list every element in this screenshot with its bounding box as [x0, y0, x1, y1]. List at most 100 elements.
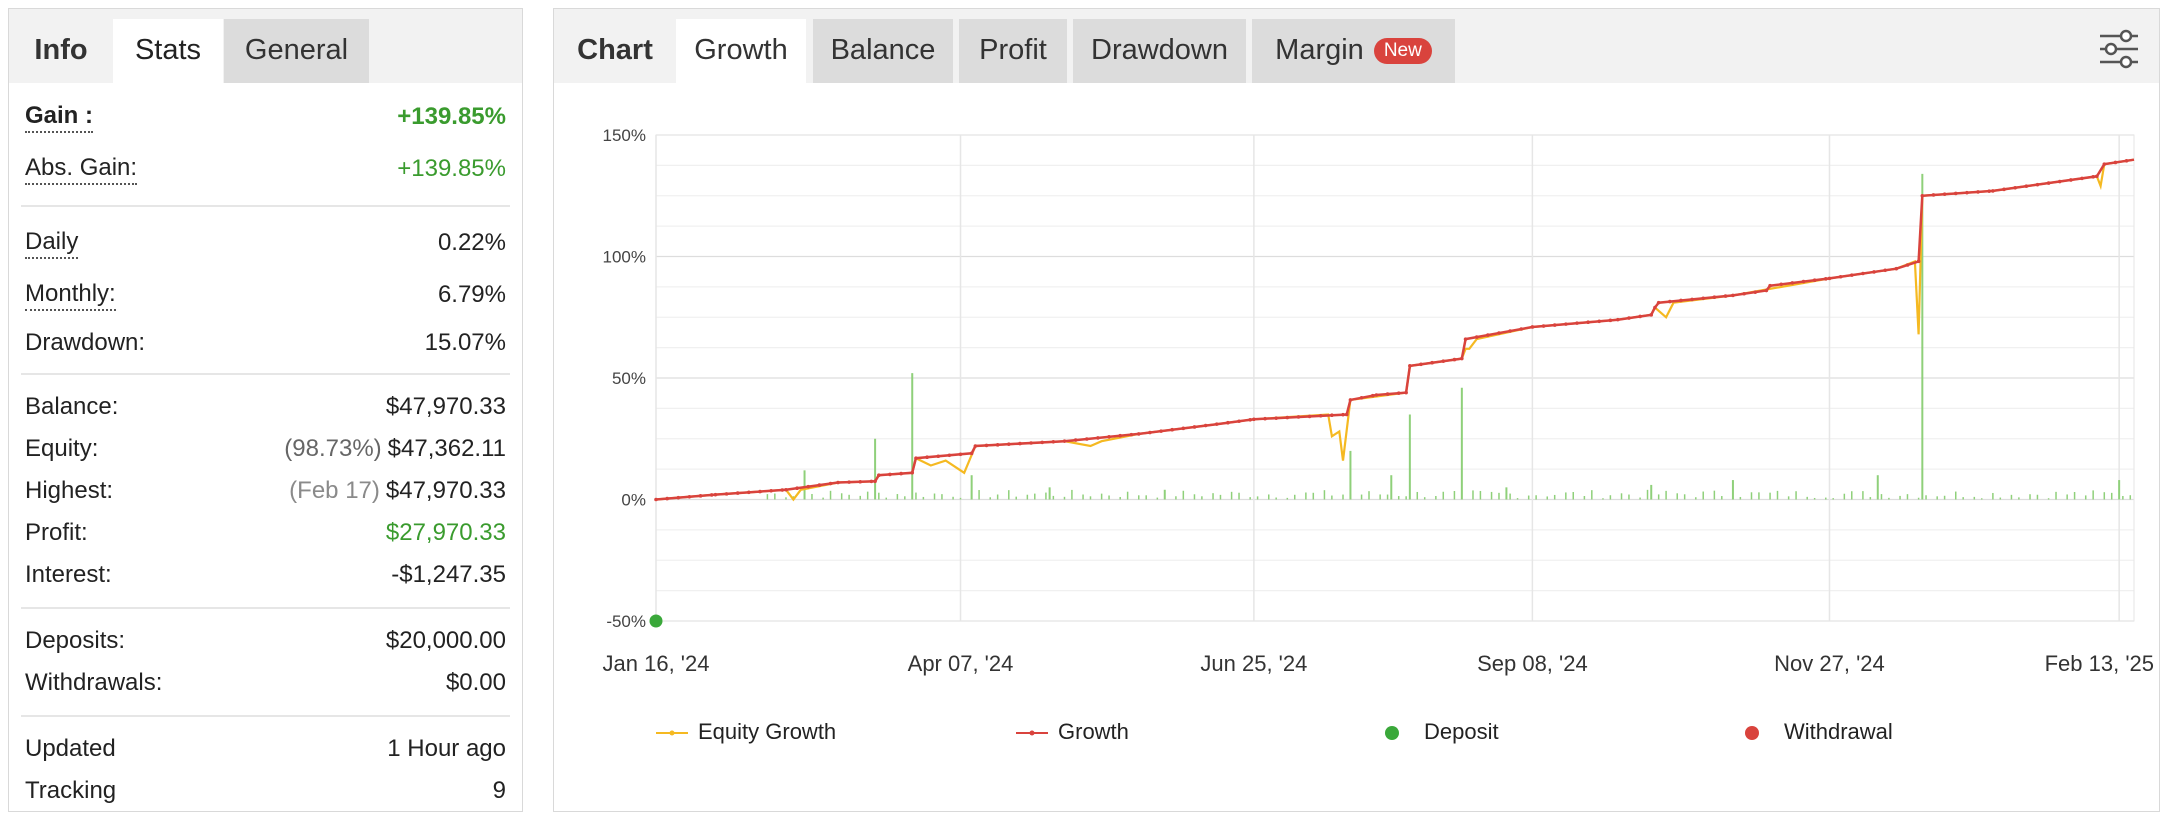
growth-point: [1931, 193, 1936, 197]
growth-point: [1649, 313, 1654, 317]
growth-point: [1508, 329, 1512, 333]
growth-point: [1849, 273, 1854, 277]
tab-chart[interactable]: Chart: [577, 34, 653, 66]
plot-border: [655, 134, 2135, 622]
legend-withdrawal[interactable]: Withdrawal: [1744, 714, 1893, 750]
growth-point: [713, 492, 718, 497]
equity-label: Equity:: [25, 435, 99, 462]
tab-stats[interactable]: Stats: [113, 19, 223, 83]
growth-point: [1564, 322, 1568, 326]
equity-line-icon: [656, 730, 688, 736]
growth-point: [1731, 293, 1735, 298]
growth-point: [2113, 160, 2118, 165]
equity-percent: (98.73%): [284, 435, 382, 462]
divider: [21, 373, 510, 375]
y-tick-label: -50%: [606, 612, 646, 631]
highest-label: Highest:: [25, 477, 114, 504]
growth-point: [1285, 415, 1290, 420]
growth-point: [1608, 318, 1613, 323]
x-tick-label: Nov 27, '24: [1774, 651, 1885, 676]
growth-point: [1192, 425, 1197, 429]
growth-point: [1519, 327, 1524, 331]
growth-point: [1051, 439, 1056, 444]
growth-point: [958, 452, 963, 457]
y-tick-label: 100%: [603, 248, 646, 267]
growth-point: [1237, 419, 1241, 424]
growth-point: [1905, 263, 1910, 267]
growth-point: [1942, 192, 1947, 197]
tab-profit[interactable]: Profit: [959, 19, 1067, 83]
growth-point: [758, 489, 762, 494]
deposits-value: $20,000.00: [385, 627, 506, 654]
tracking-value: 9: [492, 777, 506, 804]
gain-row: Gain : +139.85%: [25, 97, 506, 137]
growth-point: [1359, 395, 1364, 400]
sliders-icon[interactable]: [2097, 27, 2141, 71]
growth-point: [1148, 430, 1152, 435]
growth-point: [888, 472, 892, 477]
growth-point: [1129, 432, 1134, 437]
growth-point: [1226, 420, 1230, 425]
daily-label[interactable]: Daily: [25, 227, 79, 259]
growth-point: [2095, 174, 2099, 179]
stats-panel: Info Stats General Gain : +139.85% Abs. …: [8, 8, 523, 812]
growth-point: [654, 497, 658, 502]
growth-point: [1118, 433, 1122, 438]
deposit-dot-icon: [1385, 726, 1399, 741]
growth-point: [2046, 181, 2051, 185]
legend-growth-label: Growth: [1058, 719, 1129, 744]
growth-point: [2024, 184, 2029, 189]
growth-point: [735, 491, 740, 495]
tab-info[interactable]: Info: [34, 34, 88, 66]
growth-point: [2035, 182, 2040, 187]
tab-margin[interactable]: Margin New: [1252, 19, 1455, 83]
growth-point: [1586, 320, 1590, 325]
abs-gain-label[interactable]: Abs. Gain:: [25, 153, 138, 185]
growth-point: [1920, 193, 1925, 198]
profit-value: $27,970.33: [385, 519, 506, 546]
growth-point: [1062, 439, 1067, 443]
x-tick-label: Jan 16, '24: [603, 651, 710, 676]
chart-tabbar: Chart Growth Balance Profit Drawdown Mar…: [554, 9, 2159, 83]
x-tick-label: Jun 25, '24: [1200, 651, 1307, 676]
growth-point: [1656, 300, 1661, 305]
growth-point: [1486, 333, 1490, 337]
growth-chart: 150% 100% 50% 0% -50% Jan 16, '24 Apr 07, '24…: [603, 126, 2154, 676]
legend-growth[interactable]: Growth: [1016, 714, 1129, 750]
growth-point: [1894, 266, 1899, 271]
withdrawals-value: $0.00: [445, 669, 506, 696]
growth-point: [1768, 283, 1772, 288]
growth-point: [1987, 189, 1991, 193]
growth-point: [1307, 414, 1312, 419]
growth-point: [873, 479, 877, 484]
growth-point: [1330, 413, 1334, 418]
growth-point: [1463, 337, 1468, 341]
chart-panel: Chart Growth Balance Profit Drawdown Mar…: [553, 8, 2160, 812]
legend-deposit[interactable]: Deposit: [1384, 714, 1499, 750]
tab-balance[interactable]: Balance: [813, 19, 953, 83]
growth-point: [1838, 274, 1843, 279]
growth-point: [806, 484, 811, 489]
growth-point: [1096, 436, 1100, 440]
tab-drawdown[interactable]: Drawdown: [1073, 19, 1246, 83]
growth-point: [665, 496, 669, 501]
gain-label[interactable]: Gain :: [25, 101, 94, 133]
growth-point: [2102, 162, 2107, 166]
deposits-label: Deposits:: [25, 627, 126, 654]
growth-point: [817, 483, 822, 487]
growth-point: [1764, 288, 1769, 293]
growth-point: [1597, 319, 1602, 324]
legend-withdrawal-label: Withdrawal: [1784, 719, 1893, 744]
highest-value: $47,970.33: [385, 477, 506, 504]
growth-point: [1753, 290, 1758, 294]
tab-growth[interactable]: Growth: [676, 19, 806, 83]
growth-point: [1073, 438, 1078, 442]
growth-point: [1318, 414, 1323, 418]
monthly-label[interactable]: Monthly:: [25, 279, 116, 311]
growth-point: [910, 470, 915, 475]
y-axis: 150% 100% 50% 0% -50%: [603, 126, 646, 631]
growth-point: [1779, 282, 1784, 287]
tab-general[interactable]: General: [224, 19, 369, 83]
growth-point: [1823, 277, 1828, 281]
legend-equity-growth[interactable]: Equity Growth: [656, 714, 836, 750]
